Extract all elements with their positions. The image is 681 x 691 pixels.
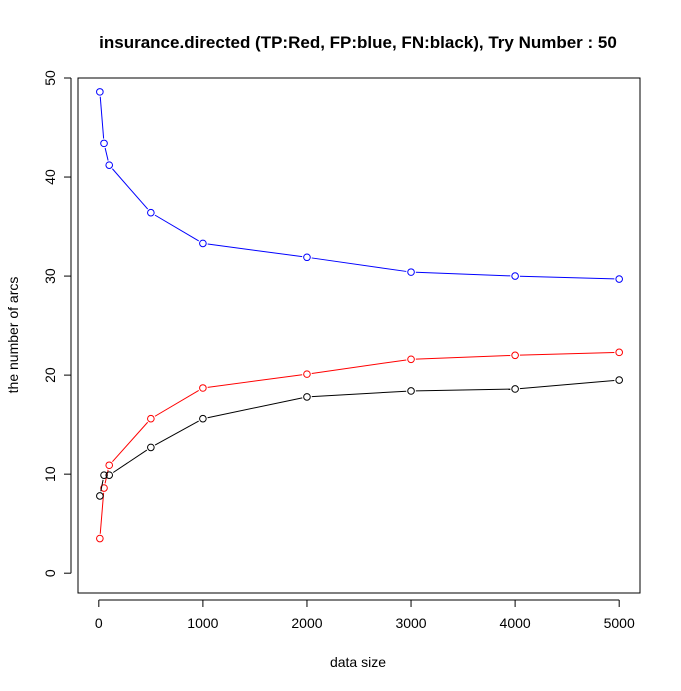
y-tick-label: 20 [42,367,58,383]
series-fp-point [407,268,415,276]
series-fn-point [303,393,311,401]
series-fn-point [147,443,155,452]
x-tick-label: 5000 [604,615,635,631]
series-fn-point [100,471,108,479]
series-fp-point [303,253,311,262]
series-fp-point [511,272,519,280]
series-tp-point [615,348,623,357]
series-tp-point [147,414,155,423]
series-layer [96,88,623,543]
series-fn-point [105,471,114,479]
series-fp-point [147,208,155,217]
series-tp-segment [112,421,149,462]
series-tp-segment [154,389,200,417]
series-fp-point [105,161,114,169]
y-tick-label: 0 [42,569,58,577]
x-axis-label: data size [330,654,386,670]
chart-title: insurance.directed (TP:Red, FP:blue, FN:… [99,33,617,52]
series-fp-segment [311,257,407,272]
x-tick-label: 1000 [187,615,218,631]
series-fp-point [615,275,623,283]
series-tp-segment [311,359,407,374]
series-fn-segment [207,397,303,419]
series-tp-segment [519,351,615,356]
series-fp-segment [519,275,615,280]
series-tp-point [303,370,311,378]
plot-frame [77,77,641,594]
series-fn-segment [415,388,511,392]
series-tp-segment [207,374,303,388]
series-tp-point [511,351,519,360]
y-tick-label: 30 [42,268,58,284]
series-tp-point [96,534,104,543]
x-tick-label: 3000 [395,615,426,631]
series-fp-point [96,88,104,96]
y-axis: 0 10 20 30 40 50 [42,70,72,577]
series-fn-segment [112,449,148,473]
series-tp-segment [415,354,511,360]
y-tick-label: 50 [42,70,58,86]
series-fn-point [407,387,415,395]
x-tick-label: 2000 [291,615,322,631]
series-fn-segment [154,420,199,446]
series-fn-segment [100,479,104,492]
y-tick-label: 10 [42,466,58,482]
series-fp-segment [154,214,200,242]
x-tick-label: 4000 [500,615,531,631]
series-fp-segment [99,96,105,139]
series-tp-point [105,461,114,470]
series-tp-point [199,384,207,392]
series-fn-point [96,492,104,500]
y-tick-label: 40 [42,169,58,185]
series-fn-point [511,385,519,393]
y-axis-label: the number of arcs [5,277,21,394]
series-fp-segment [415,271,511,277]
series-tp-point [100,484,108,492]
series-fp-segment [104,147,109,161]
series-fp-segment [207,243,303,258]
series-fn-segment [519,379,615,390]
series-fn [96,376,623,500]
series-tp-point [407,355,415,364]
x-axis: 0 1000 2000 3000 4000 5000 [95,599,635,631]
series-fp [96,88,623,283]
series-fp-point [100,139,108,148]
series-fn-segment [311,390,407,398]
x-tick-label: 0 [95,615,103,631]
series-fp-segment [112,168,149,210]
series-fp-point [199,239,207,248]
series-tp [96,348,623,543]
series-fn-point [199,414,207,423]
series-fn-point [615,376,623,384]
series-tp-segment [99,492,105,534]
